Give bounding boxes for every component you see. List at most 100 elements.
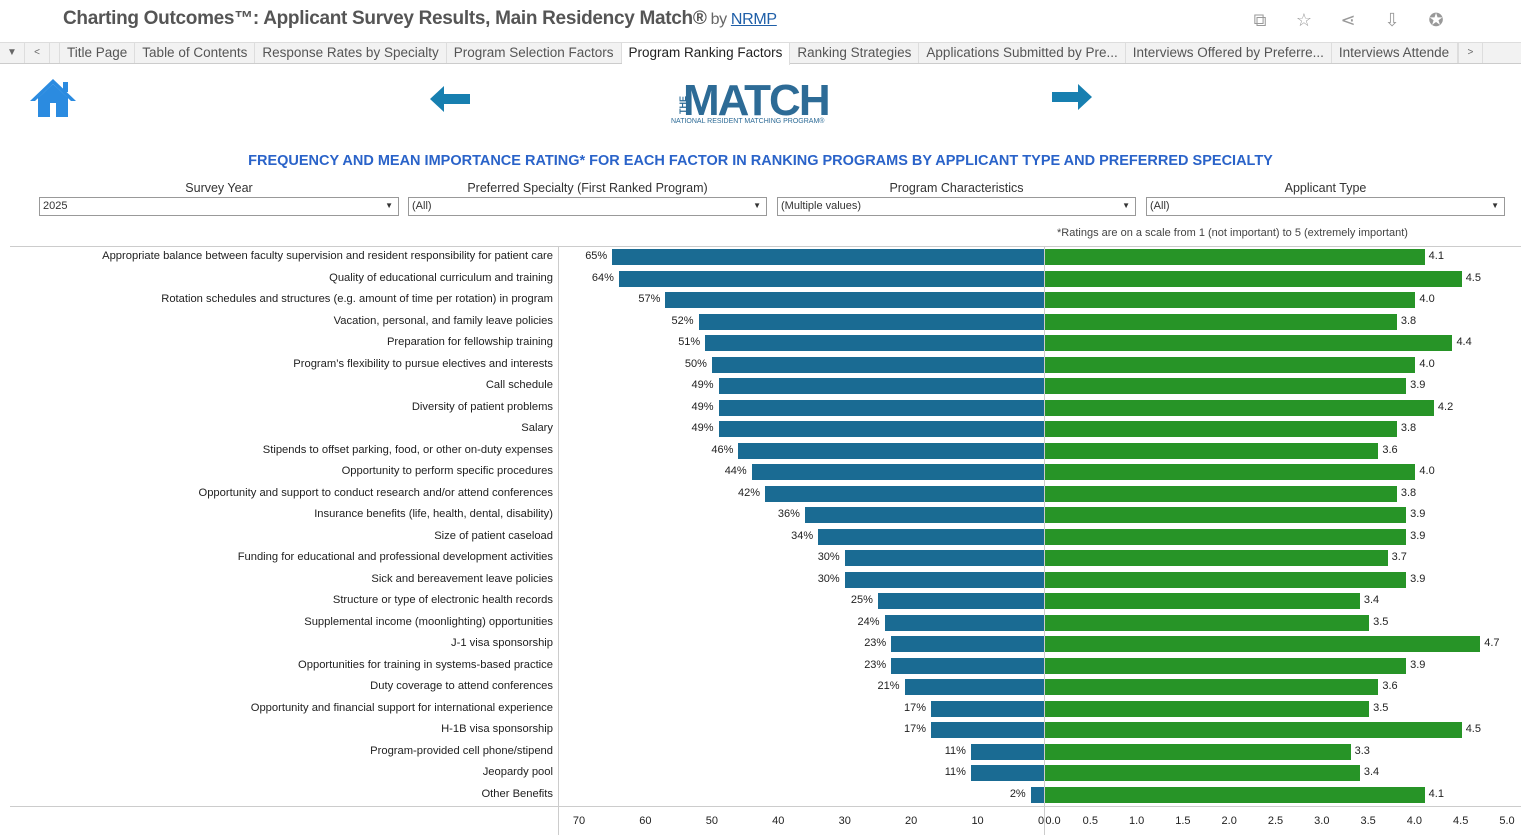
rating-label: 3.9 — [1410, 508, 1426, 521]
frequency-bar — [970, 743, 1044, 760]
right-axis-tick: 5.0 — [1499, 815, 1515, 827]
frequency-label: 52% — [671, 314, 694, 327]
rating-label: 4.0 — [1419, 465, 1435, 478]
left-axis-tick: 50 — [705, 815, 718, 827]
preferred-specialty-select[interactable]: (All) — [408, 197, 767, 216]
rating-bar — [1045, 335, 1453, 352]
frequency-bar — [804, 507, 1044, 524]
star-icon[interactable]: ☆ — [1295, 10, 1313, 30]
factor-label: Program-provided cell phone/stipend — [370, 744, 553, 757]
nrmp-link[interactable]: NRMP — [730, 11, 777, 28]
chart-heading: FREQUENCY AND MEAN IMPORTANCE RATING* FO… — [248, 153, 1273, 169]
rating-label: 4.0 — [1419, 357, 1435, 370]
frequency-bar — [844, 571, 1044, 588]
filter-label: Program Characteristics — [889, 181, 1024, 195]
tab-response-rates[interactable]: Response Rates by Specialty — [255, 43, 447, 63]
rating-label: 4.1 — [1428, 788, 1444, 800]
rating-scale-note: *Ratings are on a scale from 1 (not impo… — [1057, 227, 1408, 239]
frequency-bar — [970, 765, 1044, 782]
tab-program-ranking[interactable]: Program Ranking Factors — [621, 43, 791, 65]
rating-bar — [1045, 765, 1360, 782]
right-axis-tick: 4.0 — [1406, 815, 1423, 827]
share-icon[interactable]: ⋖ — [1340, 10, 1356, 30]
forward-arrow-icon[interactable] — [1052, 84, 1092, 110]
tab-program-selection[interactable]: Program Selection Factors — [447, 43, 622, 63]
factor-label: Diversity of patient problems — [411, 400, 553, 413]
rating-bar — [1045, 464, 1416, 481]
right-axis-tick: 0.5 — [1082, 815, 1098, 827]
right-axis-tick: 3.0 — [1314, 815, 1330, 827]
rating-label: 3.9 — [1410, 379, 1426, 392]
rating-label: 3.4 — [1363, 594, 1380, 607]
frequency-label: 49% — [691, 400, 714, 413]
rating-bar — [1045, 507, 1407, 524]
tab-menu-button[interactable]: ▼ — [0, 43, 25, 63]
divider — [10, 806, 1521, 807]
applicant-type-select[interactable]: (All) — [1146, 197, 1505, 216]
frequency-label: 17% — [904, 701, 927, 714]
frequency-bar — [718, 421, 1044, 438]
frequency-bar — [612, 249, 1044, 265]
home-icon[interactable] — [30, 77, 76, 117]
rating-bar — [1045, 249, 1425, 265]
frequency-label: 23% — [864, 658, 887, 671]
tab-title-page[interactable]: Title Page — [60, 43, 136, 63]
frequency-label: 49% — [691, 422, 714, 435]
rating-bar — [1045, 292, 1416, 309]
page-title: Charting Outcomes™: Applicant Survey Res… — [63, 8, 777, 30]
tab-interviews-attended[interactable]: Interviews Attende — [1332, 43, 1458, 63]
tab-ranking-strategies[interactable]: Ranking Strategies — [790, 43, 920, 63]
factor-label: Quality of educational curriculum and tr… — [329, 271, 553, 284]
download-icon[interactable]: ⇩ — [1384, 10, 1400, 30]
frequency-bar — [891, 657, 1044, 674]
factor-label: Duty coverage to attend conferences — [370, 680, 553, 693]
rating-label: 3.5 — [1373, 615, 1389, 628]
zero-line — [1044, 246, 1045, 835]
survey-year-select[interactable]: 2025 — [39, 197, 399, 216]
frequency-bar — [891, 636, 1044, 653]
left-axis-tick: 0 — [1037, 815, 1045, 827]
frequency-bar — [705, 335, 1044, 352]
rating-label: 4.2 — [1437, 400, 1454, 413]
frequency-label: 24% — [857, 615, 880, 628]
frequency-bar — [738, 442, 1044, 459]
frequency-bar — [904, 679, 1044, 696]
frequency-label: 21% — [877, 680, 900, 693]
tab-prev-button[interactable]: < — [25, 43, 50, 63]
tab-applications-submitted[interactable]: Applications Submitted by Pre... — [919, 43, 1126, 63]
frequency-bar — [931, 722, 1044, 739]
frequency-bar — [751, 464, 1044, 481]
right-axis-tick: 1.0 — [1128, 815, 1145, 827]
program-characteristics-select[interactable]: (Multiple values) — [777, 197, 1136, 216]
duplicate-icon[interactable]: ⧉ — [1253, 10, 1267, 30]
frequency-bar — [665, 292, 1044, 309]
rating-label: 4.5 — [1465, 723, 1481, 736]
rating-bar — [1045, 636, 1481, 653]
rating-bar — [1045, 550, 1388, 567]
rating-bar — [1045, 313, 1397, 330]
svg-text:MATCH: MATCH — [683, 76, 829, 125]
tab-interviews-offered[interactable]: Interviews Offered by Preferre... — [1126, 43, 1332, 63]
frequency-bar — [818, 528, 1044, 545]
award-icon[interactable]: ✪ — [1428, 10, 1444, 30]
frequency-label: 34% — [791, 529, 814, 542]
frequency-label: 46% — [711, 443, 734, 456]
filter-program-characteristics: Program Characteristics (Multiple values) — [777, 181, 1136, 216]
frequency-label: 30% — [817, 572, 840, 585]
factor-label: Sick and bereavement leave policies — [371, 572, 553, 585]
rating-label: 3.6 — [1382, 443, 1398, 456]
left-axis-tick: 30 — [838, 815, 851, 827]
back-arrow-icon[interactable] — [430, 86, 470, 112]
tab-next-button[interactable]: > — [1457, 43, 1483, 63]
rating-bar — [1045, 614, 1370, 631]
tab-table-of-contents[interactable]: Table of Contents — [135, 43, 256, 63]
divider — [10, 246, 1521, 247]
factor-label: Preparation for fellowship training — [386, 336, 553, 349]
svg-text:THE: THE — [678, 96, 688, 114]
filter-survey-year: Survey Year 2025 — [39, 181, 399, 216]
frequency-label: 65% — [585, 250, 608, 262]
factor-label: J-1 visa sponsorship — [451, 637, 553, 650]
rating-label: 4.0 — [1419, 293, 1435, 306]
tab-bar: ▼ < Title Page Table of Contents Respons… — [0, 42, 1521, 65]
frequency-label: 17% — [904, 723, 927, 736]
